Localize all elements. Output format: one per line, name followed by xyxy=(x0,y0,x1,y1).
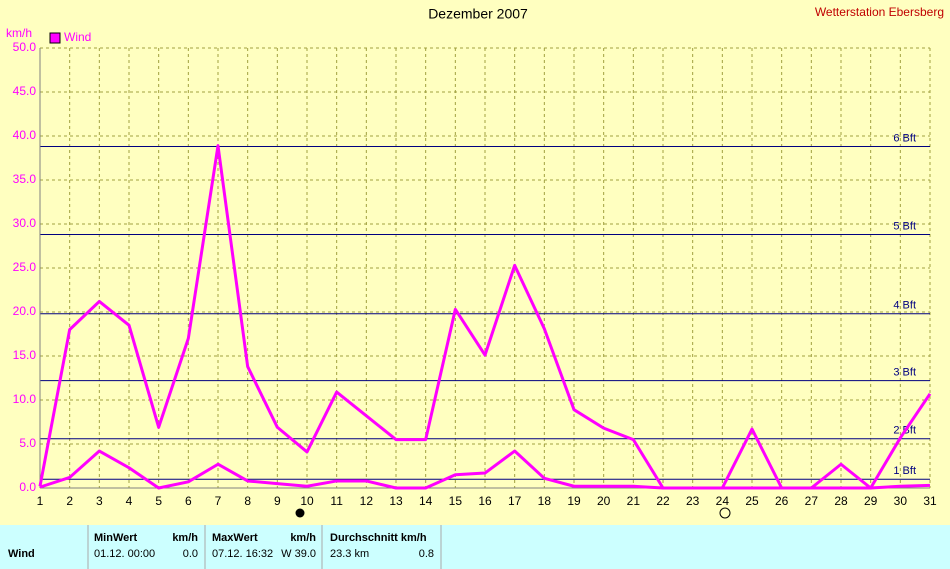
x-tick-label: 31 xyxy=(923,494,937,508)
x-tick-label: 11 xyxy=(330,494,343,508)
x-tick-label: 18 xyxy=(538,494,552,508)
y-tick-label: 45.0 xyxy=(13,84,37,98)
table-cell: 01.12. 00:00 xyxy=(94,548,155,560)
x-tick-label: 14 xyxy=(419,494,433,508)
x-tick-label: 3 xyxy=(96,494,103,508)
table-cell: 0.8 xyxy=(419,548,434,560)
station-name: Wetterstation Ebersberg xyxy=(815,5,944,19)
x-tick-label: 9 xyxy=(274,494,281,508)
legend-swatch xyxy=(49,32,61,44)
table-cell: W 39.0 xyxy=(281,548,316,560)
plot-area: 0.0 5.0 10.0 15.0 20.0 25.0 30.0 35.0 40.0 45.0 50… xyxy=(13,40,937,508)
table-cell: 07.12. 16:32 xyxy=(212,548,273,560)
x-tick-label: 25 xyxy=(745,494,759,508)
table-header: MaxWert xyxy=(212,532,258,544)
x-tick-label: 10 xyxy=(300,494,314,508)
x-tick-label: 20 xyxy=(597,494,611,508)
reference-label: 3 Bft xyxy=(893,367,916,379)
chart-title: Dezember 2007 xyxy=(428,6,528,22)
x-tick-label: 16 xyxy=(478,494,492,508)
x-tick-label: 1 xyxy=(37,494,44,508)
y-tick-label: 10.0 xyxy=(13,392,37,406)
moon-phase-icon xyxy=(295,508,305,518)
y-axis-label: km/h xyxy=(6,26,32,40)
table-header: MinWert xyxy=(94,532,138,544)
x-tick-label: 22 xyxy=(656,494,670,508)
x-tick-label: 26 xyxy=(775,494,789,508)
table-row-label: Wind xyxy=(8,548,35,560)
x-tick-label: 27 xyxy=(805,494,819,508)
y-tick-label: 50.0 xyxy=(13,40,37,54)
y-tick-label: 5.0 xyxy=(19,436,36,450)
x-tick-label: 6 xyxy=(185,494,192,508)
x-tick-label: 23 xyxy=(686,494,700,508)
x-tick-label: 5 xyxy=(155,494,162,508)
x-tick-label: 2 xyxy=(66,494,73,508)
x-tick-label: 17 xyxy=(508,494,522,508)
table-cell: 23.3 km xyxy=(330,548,369,560)
x-tick-label: 21 xyxy=(627,494,641,508)
y-tick-label: 35.0 xyxy=(13,172,37,186)
x-tick-label: 19 xyxy=(567,494,581,508)
table-header: km/h xyxy=(290,532,316,544)
reference-label: 6 Bft xyxy=(893,132,916,144)
data-line xyxy=(39,449,931,490)
table-background xyxy=(0,525,950,569)
reference-label: 5 Bft xyxy=(893,220,916,232)
table-header: Durchschnitt km/h xyxy=(330,532,427,544)
y-tick-label: 20.0 xyxy=(13,304,37,318)
x-tick-label: 4 xyxy=(126,494,133,508)
summary-table: MinWert km/h MaxWert km/h Durchschnitt k… xyxy=(0,525,950,569)
x-tick-label: 7 xyxy=(215,494,222,508)
moon-phase-icon xyxy=(719,507,731,519)
reference-label: 4 Bft xyxy=(893,300,916,312)
x-tick-label: 12 xyxy=(360,494,374,508)
y-tick-label: 15.0 xyxy=(13,348,37,362)
x-tick-label: 13 xyxy=(389,494,403,508)
y-tick-label: 40.0 xyxy=(13,128,37,142)
reference-label: 1 Bft xyxy=(893,465,916,477)
x-tick-label: 28 xyxy=(834,494,848,508)
legend-label: Wind xyxy=(64,30,91,44)
x-tick-label: 29 xyxy=(864,494,878,508)
x-tick-label: 15 xyxy=(449,494,463,508)
table-cell: 0.0 xyxy=(183,548,198,560)
x-tick-label: 30 xyxy=(894,494,908,508)
table-header: km/h xyxy=(172,532,198,544)
x-tick-label: 8 xyxy=(244,494,251,508)
y-tick-label: 30.0 xyxy=(13,216,37,230)
x-tick-label: 24 xyxy=(716,494,730,508)
y-tick-label: 0.0 xyxy=(19,480,36,494)
y-tick-label: 25.0 xyxy=(13,260,37,274)
